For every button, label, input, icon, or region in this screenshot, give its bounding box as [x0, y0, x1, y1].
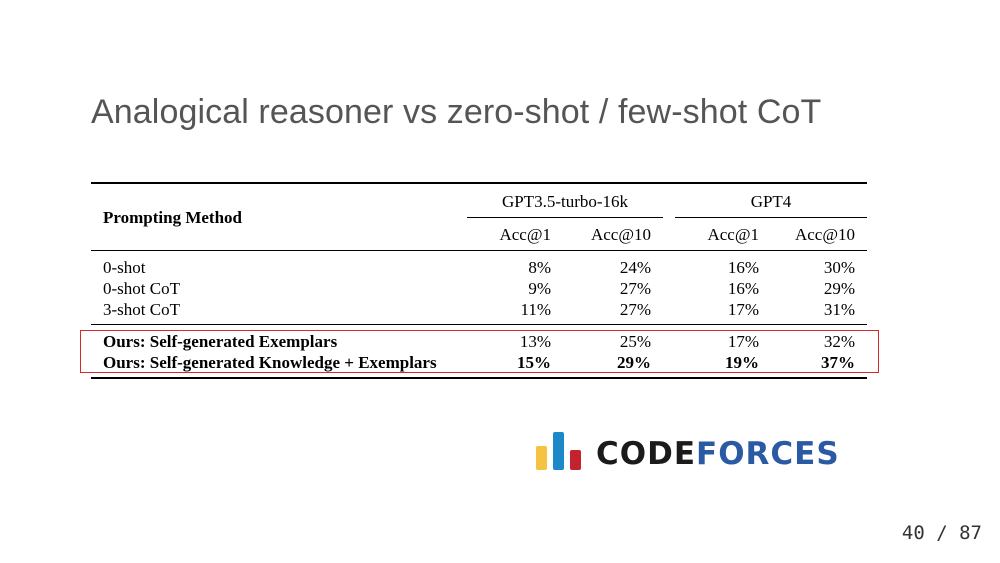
bottom-rule [91, 377, 867, 380]
group-header-gpt4: GPT4 [675, 184, 867, 218]
cell-value: 19% [725, 353, 759, 372]
subheader-acc1-gpt4: Acc@1 [707, 224, 759, 244]
method-column-header: Prompting Method [103, 207, 242, 227]
row-method: Ours: Self-generated Knowledge + Exempla… [103, 353, 437, 372]
logo-text-code: CODE [596, 436, 697, 472]
table-row: Ours: Self-generated Knowledge + Exempla… [91, 352, 867, 378]
cell-value: 16% [727, 279, 759, 298]
row-method: 3-shot CoT [103, 300, 180, 319]
row-method: 0-shot [103, 258, 146, 277]
cell-value: 27% [619, 300, 651, 319]
page-number: 40 / 87 [901, 522, 982, 544]
cell-value: 32% [823, 332, 855, 351]
subheader-acc10-gpt4: Acc@10 [794, 224, 855, 244]
cell-value: 8% [528, 258, 551, 277]
logo-text-forces: FORCES [696, 436, 840, 472]
cell-value: 37% [821, 353, 855, 372]
table-row: 0-shot 8% 24% 16% 30% [91, 251, 867, 278]
slide-title: Analogical reasoner vs zero-shot / few-s… [91, 93, 822, 131]
logo-bar-yellow [536, 446, 547, 470]
cell-value: 31% [823, 300, 855, 319]
cell-value: 29% [617, 353, 651, 372]
row-method: 0-shot CoT [103, 279, 180, 298]
table-row: 0-shot CoT 9% 27% 16% 29% [91, 278, 867, 299]
logo-text: CODEFORCES [596, 436, 840, 472]
logo-bar-blue [553, 432, 564, 470]
cell-value: 11% [520, 300, 551, 319]
highlight-box [80, 330, 879, 373]
table-row: 3-shot CoT 11% 27% 17% 31% [91, 299, 867, 325]
group-header-gpt35: GPT3.5-turbo-16k [467, 184, 663, 218]
cell-value: 17% [727, 300, 759, 319]
cell-value: 15% [517, 353, 551, 372]
logo-bars-icon [536, 432, 584, 472]
cell-value: 9% [528, 279, 551, 298]
cell-value: 25% [619, 332, 651, 351]
cell-value: 30% [823, 258, 855, 277]
cell-value: 16% [727, 258, 759, 277]
logo-bar-red [570, 450, 581, 470]
cell-value: 29% [823, 279, 855, 298]
cell-value: 24% [619, 258, 651, 277]
cell-value: 13% [519, 332, 551, 351]
subheader-acc10-gpt35: Acc@10 [590, 224, 651, 244]
row-method: Ours: Self-generated Exemplars [103, 332, 338, 351]
table-row: Ours: Self-generated Exemplars 13% 25% 1… [91, 325, 867, 352]
cell-value: 27% [619, 279, 651, 298]
subheader-acc1-gpt35: Acc@1 [499, 224, 551, 244]
cell-value: 17% [727, 332, 759, 351]
